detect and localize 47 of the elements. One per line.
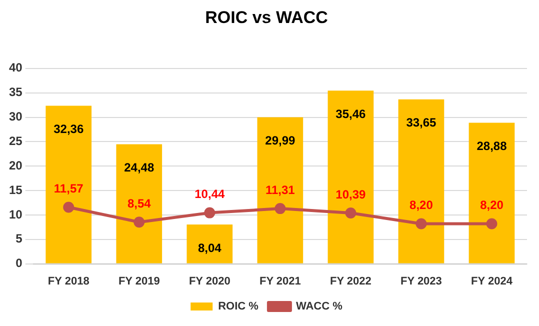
x-tick-label: FY 2022 [330,275,372,288]
point [134,216,145,228]
data-label: 10,44 [194,187,225,202]
point [416,218,427,230]
legend-label: WACC % [296,300,343,313]
y-tick-label: 20 [8,158,23,172]
point [63,202,74,213]
y-tick-label: 30 [8,110,23,124]
data-label: 32,36 [54,122,84,136]
x-tick-label: FY 2020 [188,275,230,288]
bar [328,90,374,264]
bar [186,224,233,264]
point [486,218,498,230]
bar [468,122,515,264]
data-label: 35,46 [336,106,366,121]
y-tick-label: 10 [8,207,23,222]
y-tick-label: 35 [8,85,23,100]
y-tick-label: 15 [8,182,23,197]
y-tick-label: 40 [8,60,23,75]
y-tick-label: 25 [8,134,23,148]
bar [46,106,92,264]
x-tick-label: FY 2024 [471,275,514,288]
data-label: 8,04 [198,240,222,255]
chart-title: ROIC vs WACC [205,8,328,27]
x-tick-label: FY 2021 [259,275,301,288]
x-tick-label: FY 2018 [48,275,90,288]
x-tick-label: FY 2019 [118,275,160,288]
x-tick-label: FY 2023 [400,275,442,288]
y-tick-label: 5 [16,232,23,246]
bar [257,117,304,264]
data-label: 8,20 [410,198,434,212]
bar [398,99,444,264]
data-label: 28,88 [476,139,508,154]
data-label: 24,48 [124,160,154,175]
point [274,203,286,214]
point [204,207,216,218]
bar [116,144,162,264]
data-label: 33,65 [406,116,437,130]
y-tick-label: 0 [16,256,23,270]
point [345,208,356,219]
data-label: 8,54 [127,196,152,210]
data-label: 8,20 [480,198,504,212]
data-label: 29,99 [265,134,296,148]
data-label: 10,39 [336,187,366,202]
legend-label: ROIC % [218,300,259,313]
data-label: 11,31 [265,182,296,197]
data-label: 11,57 [54,182,84,196]
